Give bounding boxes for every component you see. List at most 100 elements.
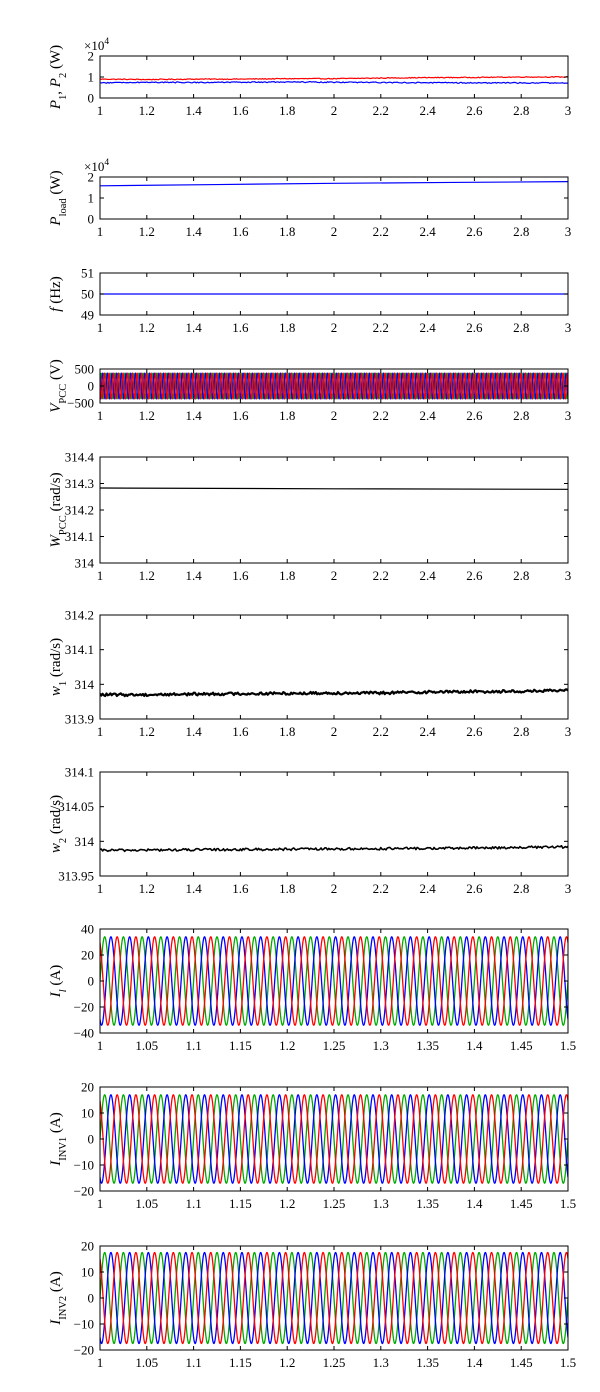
y-axis-label: VPCC (V) [48,359,69,413]
axis-exponent: ×104 [84,158,109,174]
series-line-1 [100,1251,568,1345]
x-tick-label: 1.25 [323,1355,346,1370]
x-tick-label: 2.4 [419,568,436,583]
x-tick-label: 2.4 [419,320,436,335]
x-tick-label: 1.8 [279,724,295,739]
y-tick-label: 314.2 [65,503,94,518]
y-tick-label: 49 [81,308,94,323]
y-axis-label: P1, P2 (W) [48,45,69,110]
x-tick-label: 1.6 [232,224,249,239]
y-tick-label: 314.3 [65,476,94,491]
x-tick-label: 1.2 [139,103,155,118]
y-tick-label: 314 [75,834,95,849]
x-tick-label: 2.6 [466,320,483,335]
axes-frame [99,771,569,877]
x-tick-label: 1.8 [279,103,295,118]
x-tick-label: 3 [565,408,572,423]
x-tick-label: 2.4 [419,224,436,239]
x-tick-label: 1 [97,408,104,423]
x-tick-label: 2.6 [466,224,483,239]
x-tick-label: 2.2 [373,408,389,423]
x-tick-label: 2 [331,568,338,583]
y-axis-label: Pload (W) [48,170,69,226]
panel-w2: 1 1.2 1.4 1.6 1.8 2 2.2 2.4 2.6 2.8 3 313.95 314 314.… [48,765,571,897]
series-line-2 [100,372,568,400]
y-tick-label: 10 [81,1106,94,1121]
x-tick-label: 3 [565,224,572,239]
series-line-1 [100,181,568,187]
y-tick-label: 1 [88,70,95,85]
x-tick-label: 1.3 [373,1355,389,1370]
x-tick-label: 1.8 [279,568,295,583]
x-tick-label: 1.1 [185,1038,201,1053]
x-tick-label: 1.6 [232,408,249,423]
y-tick-label: 20 [81,948,94,963]
series-line-3 [100,1094,568,1184]
x-tick-label: 1.8 [279,320,295,335]
plot-area [100,936,568,1026]
x-tick-label: 3 [565,103,572,118]
y-tick-label: −10 [74,1317,94,1332]
plot-area [100,181,568,187]
series-line-2 [100,81,568,84]
y-tick-label: 2 [88,170,95,185]
x-tick-label: 1.6 [232,103,249,118]
y-tick-label: 0 [88,974,95,989]
x-tick-label: 1.8 [279,881,295,896]
x-tick-label: 2 [331,320,338,335]
x-tick-label: 1.05 [135,1196,158,1211]
panel-iinv1: 1 1.05 1.1 1.15 1.2 1.25 1.3 1.35 1.4 1.45 1.5 −20 −… [48,1080,576,1212]
x-tick-label: 1.2 [279,1355,295,1370]
x-tick-label: 1.2 [279,1196,295,1211]
x-tick-label: 1.2 [139,568,155,583]
x-tick-label: 1.15 [229,1196,252,1211]
y-axis-label: w1 (rad/s) [48,638,69,696]
y-tick-label: 50 [81,287,94,302]
x-tick-label: 2.6 [466,724,483,739]
x-tick-label: 2 [331,408,338,423]
x-tick-label: 2.8 [513,568,529,583]
x-tick-label: 1.2 [279,1038,295,1053]
y-tick-label: 2 [88,49,95,64]
x-tick-label: 1.1 [185,1196,201,1211]
x-tick-label: 1.2 [139,224,155,239]
series-line-1 [100,844,568,853]
x-tick-label: 2 [331,224,338,239]
series-line-1 [100,372,568,400]
x-tick-label: 1.05 [135,1038,158,1053]
x-tick-label: 1 [97,1355,104,1370]
series-line-1 [100,688,568,698]
x-tick-label: 3 [565,724,572,739]
series-line-3 [100,372,568,400]
x-tick-label: 1.25 [323,1038,346,1053]
x-tick-label: 1.4 [185,408,202,423]
x-tick-label: 3 [565,568,572,583]
x-tick-label: 2.2 [373,224,389,239]
x-tick-label: 1.45 [510,1196,533,1211]
x-tick-label: 1.6 [232,568,249,583]
x-tick-label: 1.4 [185,724,202,739]
x-tick-label: 1 [97,224,104,239]
panel-il: 1 1.05 1.1 1.15 1.2 1.25 1.3 1.35 1.4 1.45 1.5 −40 −… [48,922,576,1054]
axis-exponent: ×104 [84,37,109,53]
y-tick-label: 20 [81,1080,94,1095]
y-axis-label: Il (A) [48,965,69,999]
x-tick-label: 2.2 [373,568,389,583]
y-axis-label: IINV2 (A) [48,1271,69,1326]
y-tick-label: 0 [88,212,95,227]
x-tick-label: 1.4 [185,103,202,118]
panel-freq: 1 1.2 1.4 1.6 1.8 2 2.2 2.4 2.6 2.8 3 49 50 51 f (Hz) [48,266,571,336]
plot-area [100,76,568,84]
plot-area [100,372,568,400]
x-tick-label: 2.8 [513,408,529,423]
y-tick-label: −10 [74,1158,94,1173]
y-axis-label: w2 (rad/s) [48,795,69,853]
x-tick-label: 1 [97,724,104,739]
y-tick-label: 500 [75,362,95,377]
x-tick-label: 2.6 [466,103,483,118]
x-tick-label: 1.35 [416,1355,439,1370]
panel-w1: 1 1.2 1.4 1.6 1.8 2 2.2 2.4 2.6 2.8 3 313.9 314 314.1… [48,608,571,740]
x-tick-label: 2.8 [513,224,529,239]
